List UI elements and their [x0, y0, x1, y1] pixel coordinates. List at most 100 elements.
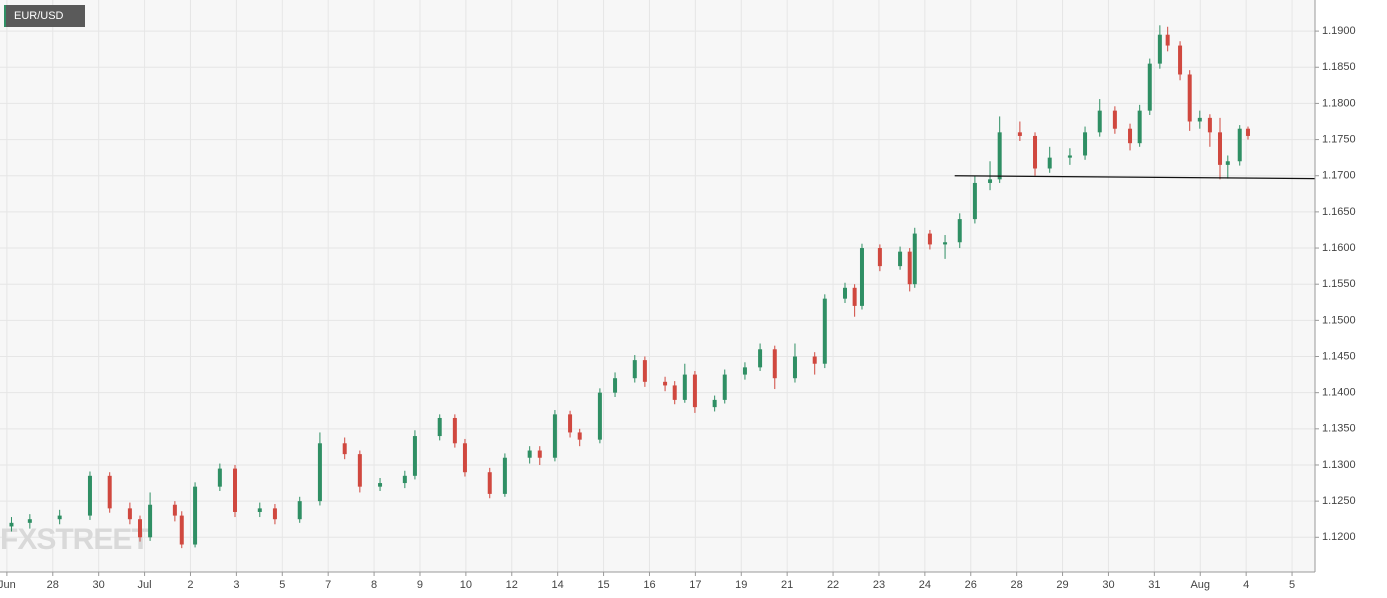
- candle-body: [859, 248, 864, 306]
- candle-body: [537, 450, 542, 458]
- candle-body: [943, 242, 948, 245]
- candle-body: [1033, 135, 1038, 169]
- candle-body: [997, 132, 1002, 180]
- candle-body: [912, 233, 917, 285]
- y-tick-label: 1.1650: [1322, 206, 1356, 218]
- candle-body: [852, 287, 857, 306]
- trendline: [954, 175, 1316, 180]
- candle-body: [1017, 132, 1022, 136]
- plot-background: [0, 0, 1315, 572]
- candle-body: [722, 374, 727, 400]
- candle-body: [179, 515, 184, 545]
- candle-body: [1083, 132, 1088, 156]
- x-tick-label: 19: [735, 579, 747, 591]
- x-tick-label: 4: [1243, 579, 1249, 591]
- x-tick-label: 26: [965, 579, 977, 591]
- candle-body: [233, 468, 238, 512]
- y-tick-label: 1.1350: [1322, 423, 1356, 435]
- y-tick-label: 1.1850: [1322, 61, 1356, 73]
- candle-body: [342, 443, 347, 455]
- candle-body: [877, 248, 882, 267]
- candle-body: [907, 251, 912, 285]
- x-tick-label: Jun: [0, 579, 16, 591]
- x-tick-label: 30: [1102, 579, 1114, 591]
- candle-body: [632, 360, 637, 379]
- x-tick-label: 21: [781, 579, 793, 591]
- candle-body: [502, 457, 507, 494]
- candle-body: [988, 179, 993, 183]
- candle-body: [127, 508, 132, 520]
- x-tick-label: 16: [643, 579, 655, 591]
- candle-body: [772, 349, 777, 379]
- candle-body: [552, 414, 557, 458]
- candle-body: [812, 356, 817, 364]
- candle-body: [898, 251, 903, 267]
- candles: [9, 25, 1316, 549]
- x-tick-label: 12: [506, 579, 518, 591]
- x-tick-label: 8: [371, 579, 377, 591]
- candle-body: [1187, 74, 1192, 122]
- y-tick-label: 1.1250: [1322, 495, 1356, 507]
- x-tick-label: 15: [597, 579, 609, 591]
- y-tick-label: 1.1300: [1322, 459, 1356, 471]
- x-tick-label: Aug: [1190, 579, 1210, 591]
- x-tick-label: 24: [919, 579, 931, 591]
- x-tick-label: 30: [93, 579, 105, 591]
- x-tick-label: 29: [1056, 579, 1068, 591]
- candle-body: [9, 522, 14, 527]
- y-tick-label: 1.1600: [1322, 242, 1356, 254]
- candle-body: [822, 298, 827, 364]
- candle-body: [1112, 110, 1117, 129]
- candle-body: [642, 360, 647, 382]
- title-accent: [4, 5, 6, 27]
- y-tick-label: 1.1550: [1322, 278, 1356, 290]
- candle-body: [107, 475, 112, 509]
- y-tick-label: 1.1500: [1322, 314, 1356, 326]
- y-tick-label: 1.1400: [1322, 387, 1356, 399]
- candle-body: [193, 486, 198, 545]
- y-tick-label: 1.1750: [1322, 133, 1356, 145]
- candle-body: [692, 374, 697, 408]
- candle-body: [1128, 128, 1133, 144]
- candle-body: [462, 443, 467, 473]
- candle-body: [402, 475, 407, 484]
- x-tick-label: 5: [1289, 579, 1295, 591]
- candle-body: [1097, 110, 1102, 133]
- x-tick-label: 22: [827, 579, 839, 591]
- x-tick-label: 9: [417, 579, 423, 591]
- x-tick-label: 5: [279, 579, 285, 591]
- y-tick-label: 1.1700: [1322, 170, 1356, 182]
- y-tick-label: 1.1450: [1322, 350, 1356, 362]
- title-box: [4, 5, 85, 27]
- candle-body: [527, 450, 532, 458]
- candle-body: [577, 432, 582, 440]
- candle-body: [1047, 157, 1052, 169]
- candle-body: [1137, 110, 1142, 144]
- y-tick-label: 1.1800: [1322, 97, 1356, 109]
- candle-body: [452, 417, 457, 444]
- candle-body: [613, 378, 618, 393]
- x-tick-label: 2: [187, 579, 193, 591]
- candle-body: [1207, 117, 1212, 133]
- candle-body: [257, 508, 262, 512]
- candle-body: [1157, 34, 1162, 64]
- x-tick-label: Jul: [138, 579, 152, 591]
- candle-body: [792, 356, 797, 379]
- candle-body: [357, 454, 362, 487]
- candle-body: [1067, 155, 1072, 158]
- candle-body: [758, 349, 763, 368]
- candle-body: [437, 417, 442, 437]
- candle-body: [297, 501, 302, 520]
- y-tick-label: 1.1900: [1322, 25, 1356, 37]
- candle-body: [272, 508, 277, 520]
- candle-body: [682, 374, 687, 400]
- candle-body: [663, 381, 668, 386]
- candle-body: [712, 399, 717, 408]
- candle-body: [27, 519, 32, 523]
- candle-body: [1225, 161, 1230, 165]
- candle-body: [378, 483, 383, 487]
- candle-body: [172, 504, 177, 516]
- x-tick-label: 23: [873, 579, 885, 591]
- candle-body: [317, 443, 322, 502]
- candle-body: [1237, 128, 1242, 162]
